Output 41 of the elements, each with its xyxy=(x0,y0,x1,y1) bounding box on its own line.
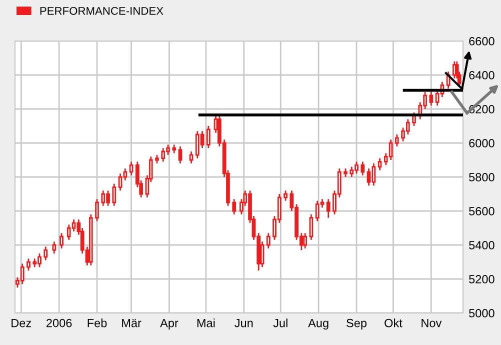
x-tick-label: Dez xyxy=(12,318,32,328)
x-tick-label: 2006 xyxy=(46,318,72,328)
y-tick-label: 5800 xyxy=(469,173,494,182)
candlestick xyxy=(112,183,116,207)
candlestick xyxy=(309,214,314,241)
y-tick-label: 5000 xyxy=(469,309,494,318)
candlestick xyxy=(52,240,56,254)
candlestick xyxy=(44,246,48,261)
y-tick-label: 5400 xyxy=(469,241,494,250)
x-tick-label: Sep xyxy=(346,318,367,330)
candlestick xyxy=(26,258,30,272)
y-tick-label: 5200 xyxy=(469,275,494,284)
candlestick xyxy=(95,198,99,222)
candlestick xyxy=(429,91,434,106)
x-tick-label: Nov xyxy=(422,318,442,328)
y-tick-label: 6400 xyxy=(469,71,494,80)
candlestick xyxy=(60,232,64,250)
candlestick xyxy=(232,198,236,216)
candlestick xyxy=(129,161,134,176)
candlestick xyxy=(360,161,365,176)
y-tick-label: 6000 xyxy=(469,139,494,148)
x-tick-label: Aug xyxy=(308,318,328,330)
candlestick xyxy=(394,134,399,148)
candlestick xyxy=(284,190,288,202)
y-tick-label: 5600 xyxy=(469,207,494,216)
x-tick-label: Okt xyxy=(384,318,402,328)
x-tick-label: Jun xyxy=(234,318,253,328)
candlestick xyxy=(266,232,270,250)
y-tick-label: 6600 xyxy=(469,37,494,46)
candlestick xyxy=(189,150,194,164)
x-tick-label: Mär xyxy=(122,318,142,328)
x-tick-label: Mai xyxy=(197,318,215,328)
x-tick-label: Jul xyxy=(273,318,288,328)
candlestick xyxy=(178,146,182,164)
candlestick xyxy=(206,125,210,149)
legend-label: PERFORMANCE-INDEX xyxy=(40,6,164,15)
candlestick xyxy=(326,198,330,218)
candlestick xyxy=(303,232,308,250)
candlestick xyxy=(378,158,382,171)
x-tick-label: Apr xyxy=(160,318,178,330)
x-tick-label: Feb xyxy=(88,318,107,328)
